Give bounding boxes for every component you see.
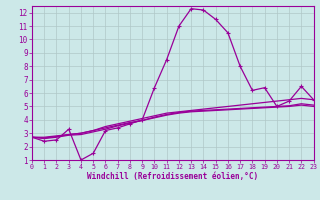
X-axis label: Windchill (Refroidissement éolien,°C): Windchill (Refroidissement éolien,°C) — [87, 172, 258, 181]
